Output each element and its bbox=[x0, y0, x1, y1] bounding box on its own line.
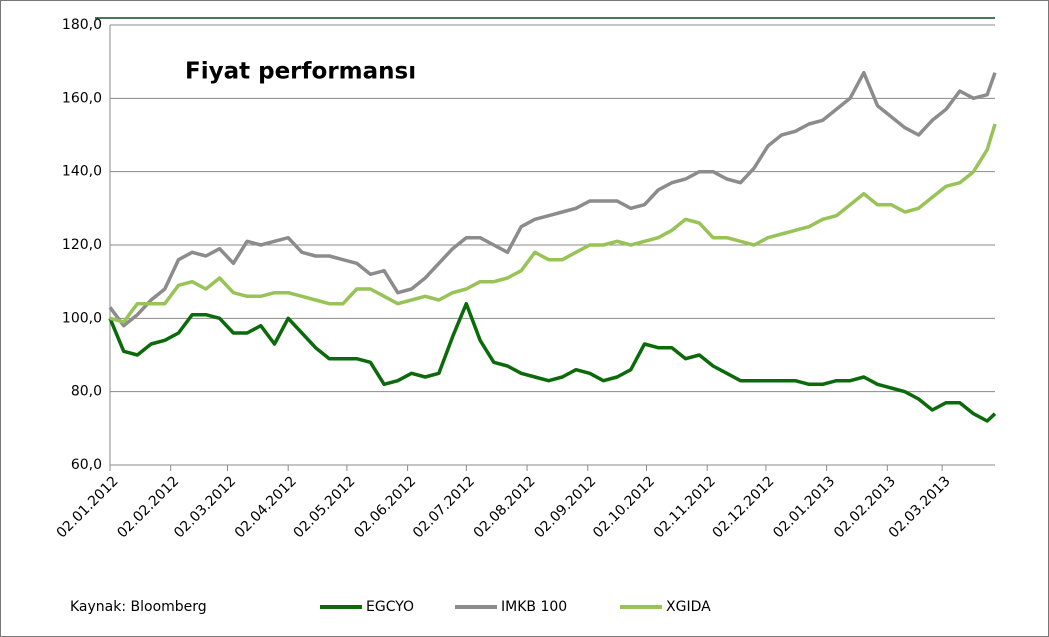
chart-title: Fiyat performansı bbox=[185, 59, 416, 85]
source-note: Kaynak: Bloomberg bbox=[70, 599, 207, 615]
y-tick-label: 120,0 bbox=[62, 237, 102, 253]
y-tick-label: 180,0 bbox=[62, 17, 102, 33]
series-line bbox=[108, 301, 997, 423]
series-line bbox=[109, 123, 997, 324]
legend-label: EGCYO bbox=[366, 599, 414, 615]
y-tick-label: 140,0 bbox=[62, 164, 102, 180]
series-line bbox=[108, 70, 997, 328]
y-tick-label: 60,0 bbox=[71, 457, 102, 473]
legend-label: XGIDA bbox=[666, 599, 711, 615]
legend-label: IMKB 100 bbox=[501, 599, 567, 615]
y-tick-label: 100,0 bbox=[62, 310, 102, 326]
y-tick-label: 80,0 bbox=[71, 384, 102, 400]
y-tick-label: 160,0 bbox=[62, 90, 102, 106]
